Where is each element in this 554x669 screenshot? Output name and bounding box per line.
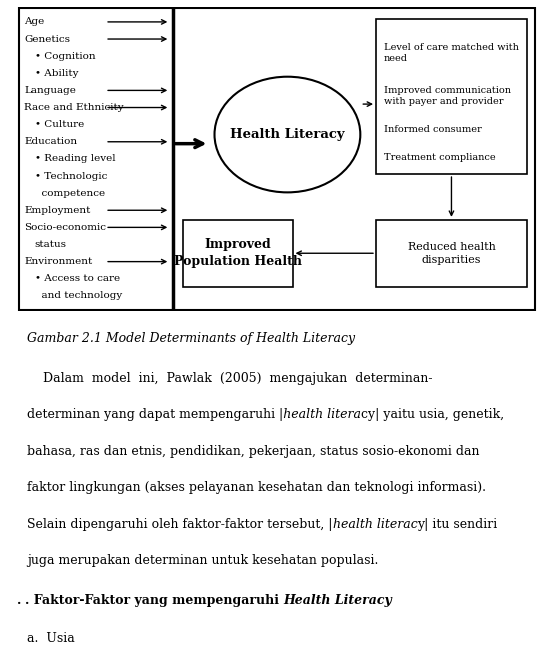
Text: competence: competence: [35, 189, 105, 197]
Text: and technology: and technology: [35, 292, 122, 300]
Text: Race and Ethnicity: Race and Ethnicity: [24, 103, 124, 112]
Text: Reduced health
disparities: Reduced health disparities: [408, 242, 495, 265]
Text: Treatment compliance: Treatment compliance: [384, 153, 495, 162]
Text: • Reading level: • Reading level: [35, 155, 115, 163]
Text: Level of care matched with
need: Level of care matched with need: [384, 43, 519, 64]
Text: • Ability: • Ability: [35, 69, 78, 78]
Text: . Faktor-Faktor yang mempengaruhi: . Faktor-Faktor yang mempengaruhi: [25, 594, 284, 607]
Text: • Access to care: • Access to care: [35, 274, 120, 283]
Text: Environment: Environment: [24, 257, 93, 266]
Text: determinan yang dapat mempengaruhi: determinan yang dapat mempengaruhi: [27, 408, 279, 421]
Text: y| itu sendiri: y| itu sendiri: [417, 518, 497, 531]
Text: health literac: health literac: [332, 518, 417, 531]
Text: Employment: Employment: [24, 206, 91, 215]
Text: Improved communication
with payer and provider: Improved communication with payer and pr…: [384, 86, 511, 106]
Text: Improved
Population Health: Improved Population Health: [174, 238, 302, 268]
Text: Socio-economic: Socio-economic: [24, 223, 106, 232]
Text: |health litera: |health litera: [279, 408, 361, 421]
Text: juga merupakan determinan untuk kesehatan populasi.: juga merupakan determinan untuk kesehata…: [27, 554, 378, 567]
Text: Health Literacy: Health Literacy: [284, 594, 392, 607]
Text: Gambar 2.1 Model Determinants of Health Literacy: Gambar 2.1 Model Determinants of Health …: [27, 332, 355, 345]
Text: status: status: [35, 240, 67, 249]
Text: Education: Education: [24, 137, 78, 147]
Text: a.  Usia: a. Usia: [27, 632, 75, 646]
Text: Informed consumer: Informed consumer: [384, 125, 481, 134]
Text: bahasa, ras dan etnis, pendidikan, pekerjaan, status sosio-ekonomi dan: bahasa, ras dan etnis, pendidikan, peker…: [27, 445, 480, 458]
Text: • Cognition: • Cognition: [35, 52, 95, 61]
Text: Dalam  model  ini,  Pawlak  (2005)  mengajukan  determinan-: Dalam model ini, Pawlak (2005) mengajuka…: [27, 371, 433, 385]
Text: • Culture: • Culture: [35, 120, 84, 129]
Text: • Technologic: • Technologic: [35, 171, 107, 181]
Text: Selain dipengaruhi oleh faktor-faktor tersebut, |: Selain dipengaruhi oleh faktor-faktor te…: [27, 518, 332, 531]
Text: Genetics: Genetics: [24, 35, 70, 43]
Bar: [183, 219, 293, 287]
Text: cy| yaitu usia, genetik,: cy| yaitu usia, genetik,: [361, 408, 504, 421]
Text: Language: Language: [24, 86, 76, 95]
Text: Age: Age: [24, 17, 45, 26]
Bar: [376, 219, 527, 287]
Bar: [376, 19, 527, 174]
Text: faktor lingkungan (akses pelayanan kesehatan dan teknologi informasi).: faktor lingkungan (akses pelayanan keseh…: [27, 481, 486, 494]
Text: Health Literacy: Health Literacy: [230, 128, 345, 141]
Ellipse shape: [214, 77, 360, 193]
Text: .: .: [17, 594, 25, 607]
